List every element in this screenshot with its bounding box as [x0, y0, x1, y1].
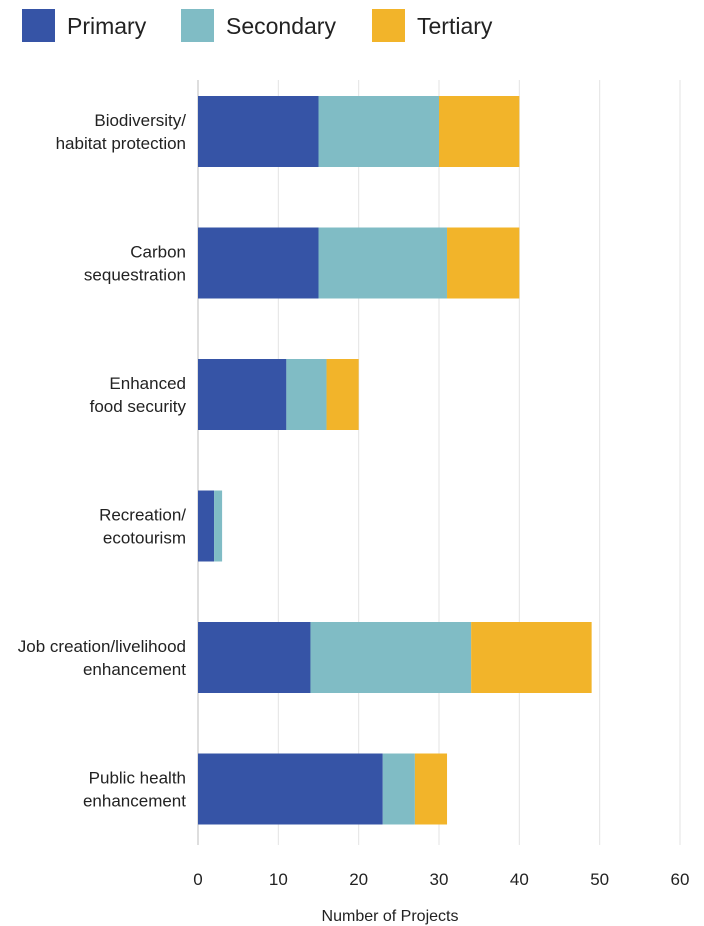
- bar-secondary-1: [318, 227, 448, 299]
- x-tick-label: 40: [510, 870, 529, 889]
- x-tick-label: 60: [671, 870, 690, 889]
- category-label: Enhanced food security: [90, 374, 187, 416]
- category-labels: Biodiversity/habitat protection Carbon seq…: [18, 111, 187, 811]
- category-label-line: enhancement: [83, 792, 186, 811]
- x-tick-label: 50: [590, 870, 609, 889]
- category-label-line: Public health: [89, 769, 186, 788]
- x-axis-title: Number of Projects: [322, 908, 459, 925]
- legend-swatch-secondary: [181, 9, 214, 42]
- x-tick-label: 20: [349, 870, 368, 889]
- bar-tertiary-5: [414, 753, 448, 825]
- bar-tertiary-2: [326, 359, 359, 430]
- x-tick-label: 10: [269, 870, 288, 889]
- category-label: Public health enhancement: [83, 769, 186, 811]
- category-label: Biodiversity/habitat protection: [56, 111, 187, 153]
- category-label-line: habitat protection: [56, 134, 186, 153]
- bar-primary-4: [198, 622, 311, 693]
- category-label-line: food security: [90, 397, 187, 416]
- category-label-line: Carbon: [130, 243, 186, 262]
- bar-secondary-2: [286, 359, 327, 430]
- bar-tertiary-1: [447, 227, 520, 299]
- bars: [198, 96, 592, 825]
- bar-primary-1: [198, 227, 319, 299]
- category-label-line: Job creation/livelihood: [18, 637, 186, 656]
- bar-tertiary-4: [471, 622, 592, 693]
- bar-primary-5: [198, 753, 383, 825]
- legend-swatch-primary: [22, 9, 55, 42]
- category-label-line: Recreation/: [99, 506, 186, 525]
- category-label-line: ecotourism: [103, 529, 186, 548]
- category-label-line: sequestration: [84, 266, 186, 285]
- legend-label-tertiary: Tertiary: [417, 13, 493, 39]
- x-axis-ticks: 0 10 20 30 40 50 60: [193, 870, 689, 889]
- bar-secondary-5: [382, 753, 415, 825]
- x-tick-label: 0: [193, 870, 202, 889]
- legend-label-secondary: Secondary: [226, 13, 336, 39]
- gridlines: [197, 80, 681, 845]
- bar-secondary-0: [318, 96, 439, 167]
- category-label: Carbon sequestration: [84, 243, 186, 285]
- bar-primary-0: [198, 96, 319, 167]
- bar-secondary-3: [214, 490, 223, 562]
- category-label-line: Enhanced: [109, 374, 186, 393]
- bar-primary-3: [198, 490, 215, 562]
- bar-primary-2: [198, 359, 287, 430]
- category-label: Recreation/ecotourism: [99, 506, 186, 548]
- x-tick-label: 30: [430, 870, 449, 889]
- category-label-line: enhancement: [83, 660, 186, 679]
- bar-tertiary-0: [439, 96, 520, 167]
- bar-secondary-4: [310, 622, 472, 693]
- category-label: Job creation/livelihood enhancement: [18, 637, 186, 679]
- legend-swatch-tertiary: [372, 9, 405, 42]
- legend-label-primary: Primary: [67, 13, 147, 39]
- category-label-line: Biodiversity/: [94, 111, 186, 130]
- legend: Primary Secondary Tertiary: [22, 9, 493, 42]
